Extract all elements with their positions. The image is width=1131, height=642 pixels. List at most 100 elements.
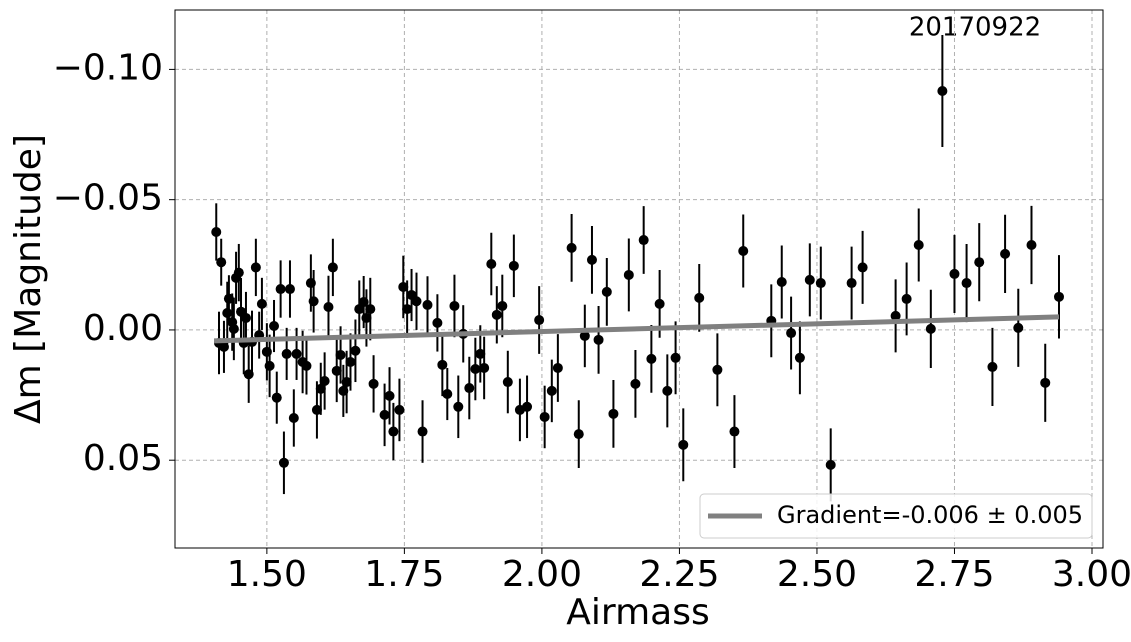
point xyxy=(479,362,490,373)
point xyxy=(222,307,233,318)
point xyxy=(552,362,563,373)
point xyxy=(539,411,550,422)
point xyxy=(470,364,481,375)
point xyxy=(402,304,413,315)
point xyxy=(384,390,395,401)
point xyxy=(1013,322,1024,333)
point xyxy=(422,299,433,310)
point xyxy=(729,426,740,437)
point xyxy=(630,378,641,389)
point xyxy=(350,345,361,356)
point xyxy=(417,426,428,437)
point xyxy=(579,330,590,341)
point xyxy=(368,378,379,389)
point xyxy=(308,296,319,307)
point xyxy=(240,312,251,323)
point xyxy=(315,383,326,394)
point xyxy=(825,459,836,470)
point xyxy=(974,257,985,268)
point xyxy=(284,284,295,295)
point xyxy=(233,267,244,278)
y-tick-label: 0.05 xyxy=(83,438,163,479)
point xyxy=(601,286,612,297)
y-tick-label: −0.10 xyxy=(53,47,163,88)
point xyxy=(804,274,815,285)
plot-frame xyxy=(174,9,1104,549)
x-tick-label: 3.00 xyxy=(1052,554,1131,595)
point xyxy=(331,365,342,376)
x-tick-label: 2.00 xyxy=(502,554,582,595)
point xyxy=(264,360,275,371)
point xyxy=(301,360,312,371)
point xyxy=(987,361,998,372)
point xyxy=(1000,248,1011,259)
point xyxy=(437,359,448,370)
annotation: 20170922 xyxy=(909,13,1041,43)
point xyxy=(269,321,280,332)
point xyxy=(211,226,222,237)
x-tick-label: 2.75 xyxy=(914,554,994,595)
point xyxy=(1053,291,1064,302)
point xyxy=(857,262,868,273)
point xyxy=(323,302,334,313)
point xyxy=(464,383,475,394)
point xyxy=(573,429,584,440)
point xyxy=(278,457,289,468)
x-tick-label: 2.25 xyxy=(639,554,719,595)
legend-label: Gradient=-0.006 ± 0.005 xyxy=(777,501,1083,529)
point xyxy=(442,389,453,400)
point xyxy=(937,86,948,97)
point xyxy=(890,310,901,321)
point xyxy=(394,404,405,415)
point xyxy=(534,315,545,326)
point xyxy=(776,276,787,287)
point xyxy=(566,242,577,253)
point xyxy=(319,375,330,386)
point xyxy=(216,257,227,268)
point xyxy=(901,293,912,304)
point xyxy=(1026,240,1037,251)
point xyxy=(522,401,533,412)
point xyxy=(291,348,302,359)
point xyxy=(411,296,422,307)
point xyxy=(388,426,399,437)
x-tick-label: 2.50 xyxy=(777,554,857,595)
point xyxy=(846,278,857,289)
point xyxy=(228,323,239,334)
point xyxy=(738,245,749,256)
point xyxy=(949,268,960,279)
point xyxy=(678,439,689,450)
point xyxy=(961,278,972,289)
point xyxy=(218,341,229,352)
point xyxy=(694,292,705,303)
point xyxy=(275,284,286,295)
y-tick-label: 0.00 xyxy=(83,308,163,349)
point xyxy=(586,254,597,265)
point xyxy=(815,278,826,289)
point xyxy=(288,412,299,423)
point xyxy=(335,349,346,360)
point xyxy=(271,392,282,403)
point xyxy=(250,262,261,273)
point xyxy=(670,352,681,363)
point xyxy=(913,240,924,251)
x-tick-label: 1.75 xyxy=(364,554,444,595)
point xyxy=(365,304,376,315)
point xyxy=(453,401,464,412)
point xyxy=(311,404,322,415)
point xyxy=(593,334,604,345)
point xyxy=(608,408,619,419)
point xyxy=(638,235,649,246)
point xyxy=(1040,377,1051,388)
legend-box xyxy=(699,493,1093,539)
point xyxy=(662,385,673,396)
point xyxy=(491,309,502,320)
y-axis-label: Δm [Magnitude] xyxy=(8,134,49,424)
point xyxy=(502,377,513,388)
point xyxy=(281,348,292,359)
point xyxy=(475,348,486,359)
point xyxy=(794,352,805,363)
point xyxy=(449,300,460,311)
point xyxy=(546,385,557,396)
